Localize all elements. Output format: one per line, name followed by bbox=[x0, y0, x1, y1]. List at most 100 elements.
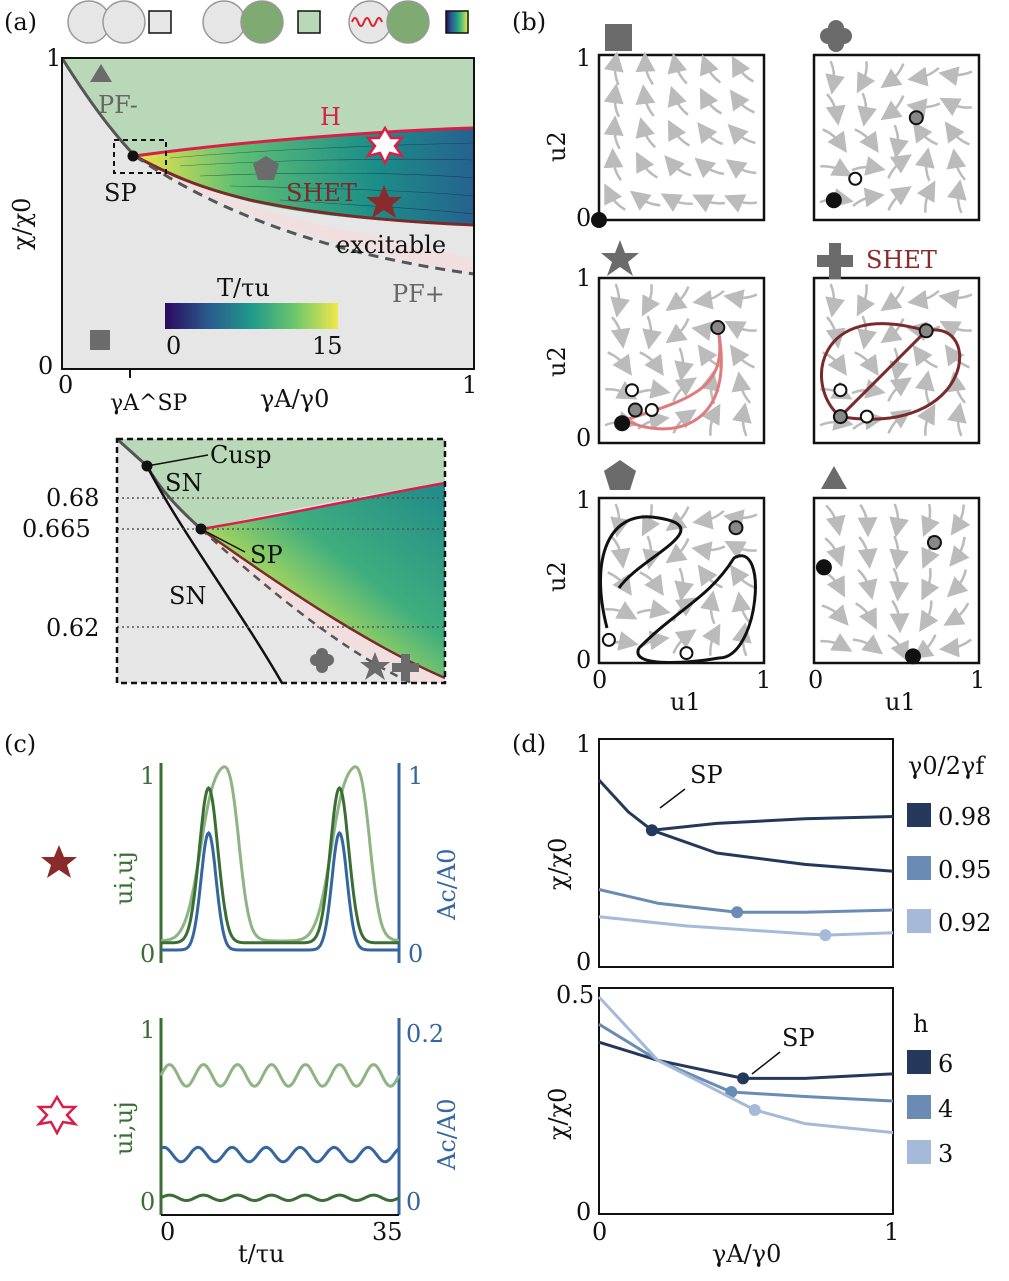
d-top-legend-092: 0.92 bbox=[938, 909, 991, 937]
saddle bbox=[728, 520, 744, 536]
stable-node bbox=[815, 559, 832, 576]
b-xlabel-right: u1 bbox=[885, 688, 916, 716]
saddle bbox=[926, 535, 942, 551]
unstable-node bbox=[644, 403, 659, 417]
d-top-legend-098: 0.98 bbox=[938, 803, 991, 831]
stable-node bbox=[591, 212, 607, 228]
d-bot-sp-leader bbox=[751, 1051, 781, 1075]
c-top-left-tick-1: 1 bbox=[140, 762, 155, 790]
saddle bbox=[918, 323, 934, 339]
d-bot-legend-3: 3 bbox=[938, 1140, 953, 1168]
a-xlabel: γA/γ0 bbox=[260, 385, 329, 413]
phase-portrait-pentagon bbox=[597, 496, 766, 665]
a-x-sp-label: γA^SP bbox=[110, 391, 188, 416]
gradient-box-icon bbox=[445, 10, 469, 34]
b-xlabel-left: u1 bbox=[670, 688, 701, 716]
colorbar-max: 15 bbox=[312, 332, 343, 360]
unstable-node bbox=[625, 383, 639, 398]
d-bot-legend-swatch-4 bbox=[907, 1095, 931, 1119]
b-tick-1-r1: 1 bbox=[576, 44, 591, 72]
d-series-1-3 bbox=[597, 995, 894, 1135]
region-green bbox=[62, 58, 474, 156]
shet-curve bbox=[134, 154, 475, 227]
colorbar-min: 0 bbox=[166, 332, 181, 360]
d-bot-ytick-05: 0.5 bbox=[556, 981, 594, 1009]
phase-portrait-clover bbox=[812, 53, 981, 222]
b-square-icon bbox=[605, 24, 632, 51]
d-bot-legend-4: 4 bbox=[938, 1095, 953, 1123]
b-tick-0-r3: 0 bbox=[576, 646, 591, 674]
d-bot-legend-6: 6 bbox=[938, 1050, 953, 1078]
c-top-right-tick-0: 0 bbox=[408, 940, 423, 968]
c-bot-left-tick-0: 0 bbox=[140, 1188, 155, 1216]
excitable-label: excitable bbox=[336, 231, 446, 259]
d-bot-legend-swatch-6 bbox=[907, 1050, 931, 1074]
a-ylabel: χ/χ0 bbox=[8, 198, 36, 250]
d-chart-marks bbox=[597, 778, 894, 1135]
saddle bbox=[832, 409, 848, 425]
d-top-legend-swatch-098 bbox=[907, 803, 931, 827]
c-hollow-star-icon bbox=[35, 1094, 79, 1136]
b-xtick-1-left: 1 bbox=[756, 666, 771, 694]
phase-portrait-square bbox=[591, 51, 766, 228]
b-ylabel-1: u2 bbox=[543, 131, 571, 162]
c-xtick-35: 35 bbox=[372, 1218, 403, 1246]
zoom-sp-point bbox=[195, 523, 207, 535]
oscillation-icon bbox=[351, 17, 383, 27]
b-tick-0-r1: 0 bbox=[576, 204, 591, 232]
c-top-left-tick-0: 0 bbox=[140, 940, 155, 968]
colorbar bbox=[165, 303, 338, 329]
c-filled-star-icon bbox=[41, 845, 77, 878]
saddle bbox=[908, 110, 924, 126]
pf-plus-label: PF+ bbox=[392, 280, 445, 308]
clover-marker-icon bbox=[310, 648, 334, 673]
d-top-ytick-1: 1 bbox=[576, 730, 591, 758]
hopf-curve bbox=[134, 126, 475, 158]
b-triangle-icon bbox=[821, 466, 847, 489]
shet-label: SHET bbox=[286, 179, 357, 207]
triangle-marker-icon bbox=[90, 64, 112, 82]
d-bot-sp: SP bbox=[782, 1024, 815, 1052]
d-xtick-1: 1 bbox=[884, 1218, 899, 1246]
hollow-star-marker-icon bbox=[365, 125, 405, 166]
panel-a-zoom bbox=[115, 437, 447, 685]
d-series-0-0.98-lower bbox=[651, 828, 894, 873]
panel-a-label: (a) bbox=[4, 8, 37, 36]
panel-b-label: (b) bbox=[512, 8, 546, 36]
zoom-tick-068: 0.68 bbox=[46, 484, 99, 512]
d-bottom-axes bbox=[598, 987, 894, 1215]
d-bot-ytick-0: 0 bbox=[576, 1198, 591, 1226]
panel-c-label: (c) bbox=[4, 730, 36, 758]
panel-b-phase-portraits bbox=[591, 51, 981, 665]
b-cross-icon bbox=[817, 243, 853, 279]
panel-d-label: (d) bbox=[512, 730, 546, 758]
sn-curve bbox=[145, 465, 284, 684]
phase-portrait-triangle bbox=[812, 496, 981, 665]
d-series-0-0.92 bbox=[598, 915, 894, 937]
d-top-legend-095: 0.95 bbox=[938, 856, 991, 884]
a-y-tick-0: 0 bbox=[38, 352, 53, 380]
pf-plus-curve bbox=[134, 154, 475, 276]
b-tick-0-r2: 0 bbox=[576, 424, 591, 452]
phase-portrait-cross bbox=[812, 276, 981, 445]
pf-minus-label: PF- bbox=[98, 91, 138, 119]
c-xtick-0: 0 bbox=[160, 1218, 175, 1246]
zoom-tick-0665: 0.665 bbox=[22, 515, 91, 543]
c-bottom-plot bbox=[159, 1018, 401, 1216]
b-shet-label: SHET bbox=[866, 246, 937, 274]
sp-point bbox=[127, 150, 139, 162]
d-top-ytick-0: 0 bbox=[576, 948, 591, 976]
panel-a-legend bbox=[67, 0, 469, 44]
zoom-cross-marker-icon bbox=[392, 654, 419, 681]
a-y-tick-1: 1 bbox=[46, 44, 61, 72]
colorbar-title: T/τu bbox=[217, 274, 270, 302]
c-top-right-label: Ac/A0 bbox=[433, 849, 461, 921]
region-excitable bbox=[135, 156, 474, 274]
unstable-node bbox=[859, 409, 874, 424]
c-bot-left-label: ui,uj bbox=[110, 1101, 138, 1155]
d-top-axes bbox=[598, 738, 894, 968]
saddle bbox=[627, 402, 643, 418]
grey-box-icon bbox=[148, 10, 172, 34]
d-bot-legend-swatch-3 bbox=[907, 1140, 931, 1164]
